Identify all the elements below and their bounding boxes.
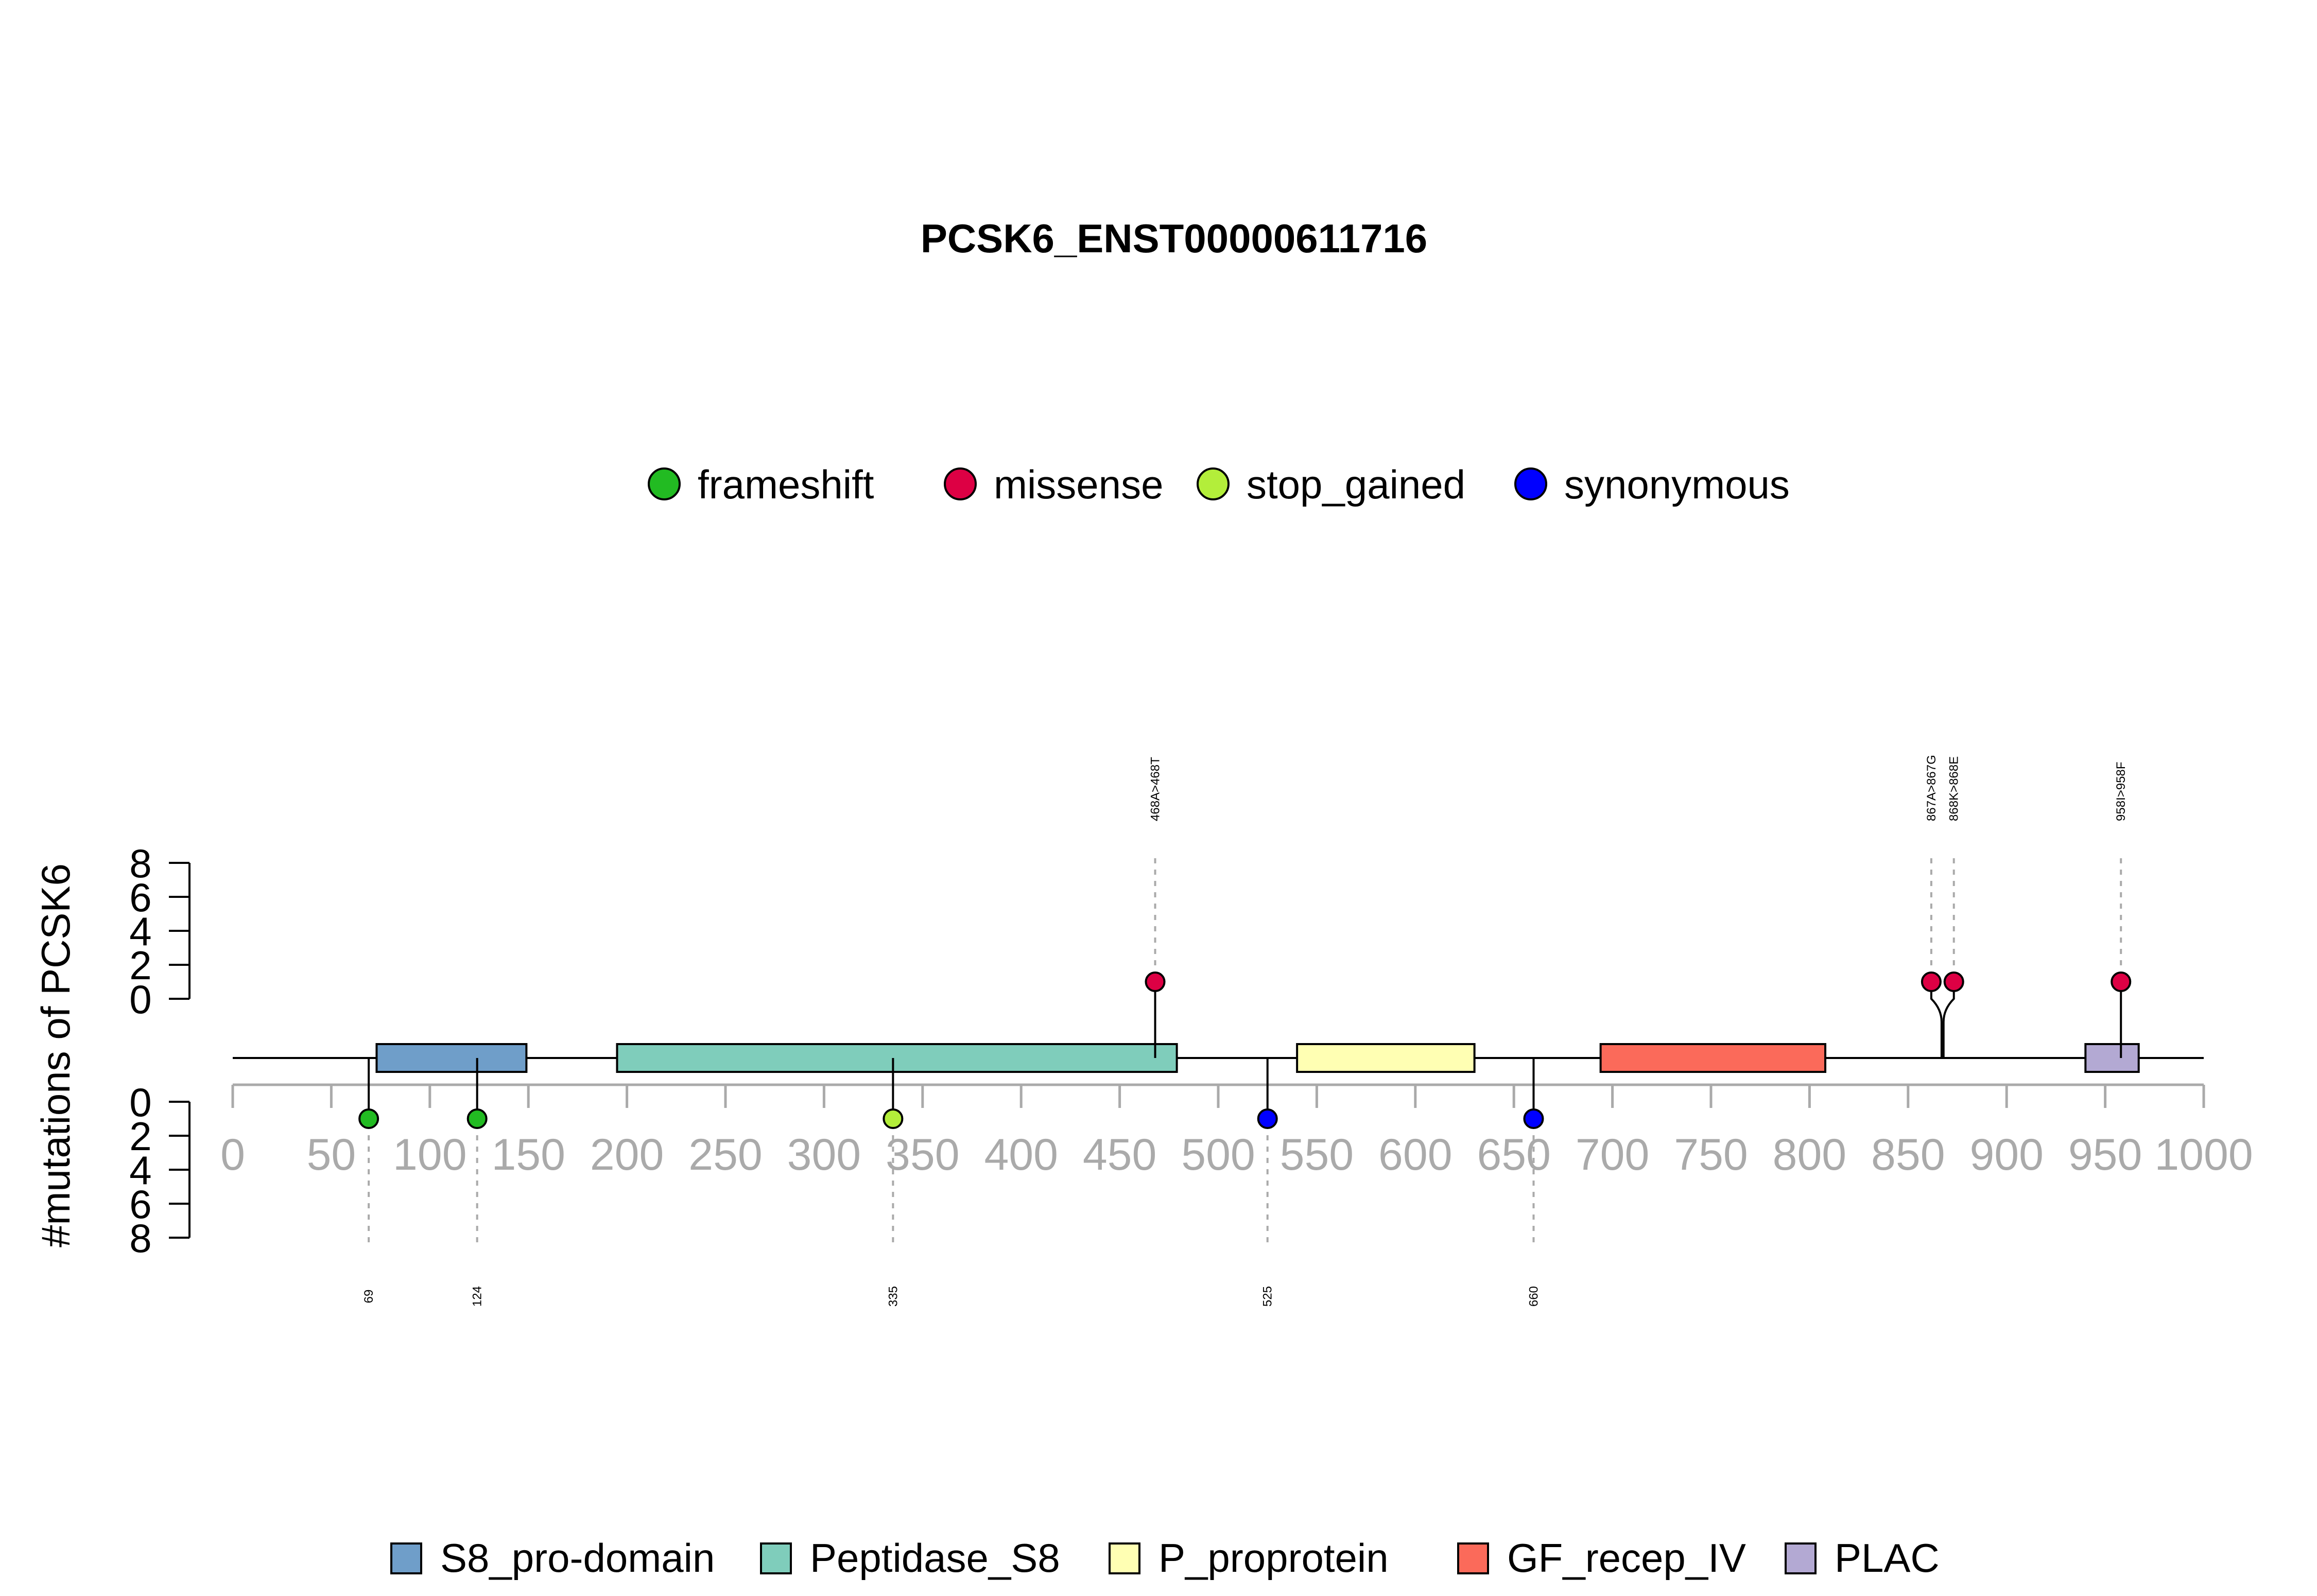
- mutation-label-958I>958F: 958I>958F: [2114, 762, 2128, 821]
- legend-label-stop_gained: stop_gained: [1247, 462, 1465, 507]
- y-axis-label: #mutations of PCSK6: [33, 863, 78, 1247]
- mutation-label-69: 69: [362, 1290, 376, 1304]
- x-tick-label-350: 350: [886, 1130, 960, 1179]
- domain-legend-swatch-PLAC: [1785, 1542, 1817, 1574]
- x-tick-label-150: 150: [491, 1130, 565, 1179]
- legend-label-frameshift: frameshift: [698, 462, 874, 507]
- lollipop-head-867A>867G: [1921, 972, 1942, 992]
- domain-Peptidase_S8: [616, 1043, 1178, 1073]
- x-tick-label-400: 400: [984, 1130, 1058, 1179]
- mutation-label-867A>867G: 867A>867G: [1925, 755, 1939, 821]
- legend-label-missense: missense: [994, 462, 1163, 507]
- domain-GF_recep_IV: [1599, 1043, 1827, 1073]
- legend-marker-synonymous: [1514, 467, 1547, 500]
- y-tick-label-upper-4: 4: [129, 909, 151, 954]
- lollipop-head-958I>958F: [2111, 972, 2132, 992]
- mutation-label-525: 525: [1261, 1286, 1275, 1307]
- x-tick-label-800: 800: [1773, 1130, 1847, 1179]
- x-tick-label-450: 450: [1083, 1130, 1157, 1179]
- domain-legend-label-PLAC: PLAC: [1835, 1535, 1940, 1581]
- domain-legend-label-S8_pro-domain: S8_pro-domain: [440, 1535, 715, 1581]
- chart-title: PCSK6_ENST00000611716: [921, 216, 1427, 261]
- y-tick-label-lower-0: 0: [129, 1080, 151, 1125]
- x-tick-label-700: 700: [1576, 1130, 1650, 1179]
- mutation-type-legend: frameshift missense stop_gained synonymous: [648, 462, 1790, 507]
- y-tick-label-lower-8: 8: [129, 1216, 151, 1261]
- domain-legend-swatch-Peptidase_S8: [760, 1542, 792, 1574]
- lollipop-head-468A>468T: [1145, 972, 1166, 992]
- lollipop-stem-867A>867G: [1930, 982, 1943, 1058]
- y-tick-label-upper-2: 2: [129, 943, 151, 988]
- legend-marker-missense: [944, 467, 977, 500]
- lollipop-head-124: [466, 1108, 488, 1129]
- x-tick-label-100: 100: [393, 1130, 467, 1179]
- x-tick-label-50: 50: [307, 1130, 356, 1179]
- x-tick-label-250: 250: [688, 1130, 763, 1179]
- x-tick-label-500: 500: [1181, 1130, 1255, 1179]
- domain-P_proprotein: [1296, 1043, 1476, 1073]
- domain-legend-label-Peptidase_S8: Peptidase_S8: [810, 1535, 1060, 1581]
- mutation-label-868K>868E: 868K>868E: [1947, 756, 1961, 821]
- domain-legend-label-P_proprotein: P_proprotein: [1158, 1535, 1389, 1581]
- domain-PLAC: [2084, 1043, 2140, 1073]
- mutation-label-660: 660: [1527, 1286, 1541, 1307]
- lollipop-head-868K>868E: [1943, 972, 1964, 992]
- y-tick-label-lower-2: 2: [129, 1114, 151, 1159]
- lollipop-head-69: [358, 1108, 379, 1129]
- legend-label-synonymous: synonymous: [1564, 462, 1790, 507]
- x-tick-label-750: 750: [1674, 1130, 1748, 1179]
- x-tick-label-900: 900: [1969, 1130, 2044, 1179]
- lollipop-head-660: [1523, 1108, 1544, 1129]
- x-tick-label-850: 850: [1871, 1130, 1945, 1179]
- domain-legend: S8_pro-domain Peptidase_S8 P_proprotein GF_…: [390, 1535, 1940, 1581]
- mutation-label-124: 124: [471, 1286, 485, 1307]
- domain-legend-swatch-S8_pro-domain: [390, 1542, 422, 1574]
- y-tick-label-lower-4: 4: [129, 1148, 151, 1193]
- x-tick-label-950: 950: [2068, 1130, 2142, 1179]
- legend-marker-stop_gained: [1197, 467, 1230, 500]
- domain-legend-label-GF_recep_IV: GF_recep_IV: [1507, 1535, 1746, 1581]
- mutation-label-468A>468T: 468A>468T: [1149, 757, 1163, 821]
- x-tick-label-600: 600: [1378, 1130, 1453, 1179]
- domain-boxes: [375, 1043, 2140, 1073]
- legend-marker-frameshift: [648, 467, 681, 500]
- lollipop-stem-868K>868E: [1942, 982, 1955, 1058]
- y-tick-label-lower-6: 6: [129, 1182, 151, 1227]
- x-tick-label-200: 200: [590, 1130, 664, 1179]
- y-tick-label-upper-6: 6: [129, 875, 151, 920]
- x-tick-label-650: 650: [1477, 1130, 1551, 1179]
- x-tick-label-0: 0: [220, 1130, 245, 1179]
- lollipop-head-525: [1257, 1108, 1278, 1129]
- domain-legend-swatch-P_proprotein: [1109, 1542, 1140, 1574]
- x-tick-label-550: 550: [1280, 1130, 1354, 1179]
- x-tick-label-300: 300: [787, 1130, 861, 1179]
- lollipop-head-335: [883, 1108, 904, 1129]
- mutation-label-335: 335: [886, 1286, 900, 1307]
- y-tick-label-upper-0: 0: [129, 977, 151, 1022]
- mutations-below: 69 124 335 525 660: [358, 1058, 1544, 1307]
- domain-legend-swatch-GF_recep_IV: [1457, 1542, 1489, 1574]
- y-tick-label-upper-8: 8: [129, 841, 151, 886]
- x-axis: 0 50 100 150 200 250 300 350 400 450 500 550 600 650 7…: [220, 1083, 2253, 1179]
- mutations-above: 468A>468T 867A>867G 868K>868E 958I>958F: [1145, 755, 2132, 1058]
- x-tick-label-1000: 1000: [2154, 1130, 2253, 1179]
- domain-S8_pro-domain: [375, 1043, 528, 1073]
